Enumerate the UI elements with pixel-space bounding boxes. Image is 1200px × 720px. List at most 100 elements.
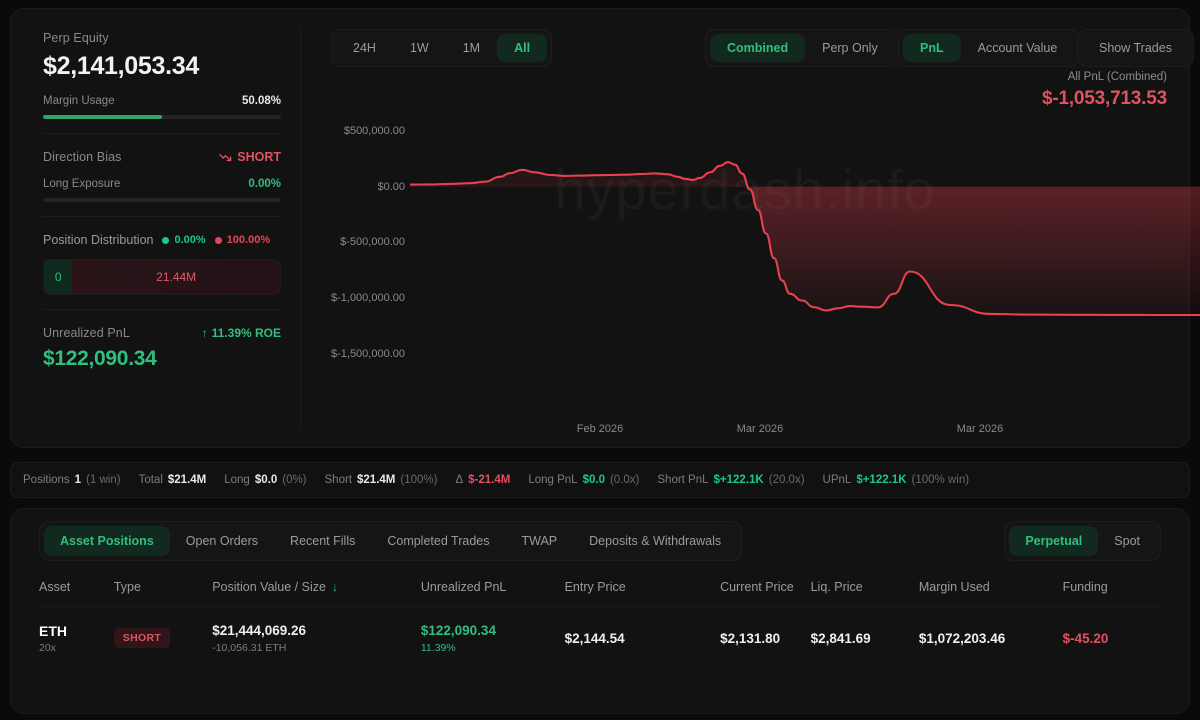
stat-label: Short [324, 474, 353, 486]
direction-bias-value: SHORT [219, 150, 281, 164]
arrow-up-icon: ↑ [201, 326, 208, 340]
tab-open-orders[interactable]: Open Orders [185, 534, 259, 548]
position-distribution-header: Position Distribution 0.00% 100.00% [43, 233, 281, 247]
y-axis-labels: $500,000.00 $0.00 $-500,000.00 $-1,000,000.… [315, 114, 405, 429]
long-exposure-bar [43, 198, 281, 202]
unrealized-pnl-value: $122,090.34 [43, 347, 157, 370]
plot-region: $500,000.00 $0.00 $-500,000.00 $-1,000,000.… [315, 114, 1200, 435]
stat-item: Total $21.4M [139, 474, 207, 486]
positions-panel: Asset Positions Open Orders Recent Fills Co… [10, 508, 1190, 714]
stat-sub: (100% win) [911, 474, 970, 486]
cell-type: SHORT [113, 628, 212, 648]
stat-item: Long PnL $0.0 (0.0x) [528, 474, 639, 486]
column-header-label: Margin Used [918, 579, 990, 594]
position-size: -10,056.31 ETH [212, 641, 287, 654]
tab-recent-fills[interactable]: Recent Fills [290, 534, 356, 548]
long-pct-text: 0.00% [174, 234, 206, 246]
column-header-position-value-size[interactable]: Position Value / Size ↓ [212, 580, 421, 594]
column-header-label: Type [113, 579, 141, 594]
column-header-liq-price[interactable]: Liq. Price [811, 580, 919, 594]
perp-equity-label: Perp Equity [43, 31, 109, 45]
mode-pill-group: Combined Perp Only [705, 29, 900, 67]
y-tick-label: $500,000.00 [343, 124, 405, 137]
stat-label: Positions [23, 474, 70, 486]
unrealized-pnl-pct: 11.39% [420, 641, 456, 654]
stat-item: Δ $-21.4M [455, 474, 510, 486]
direction-bias-text: SHORT [237, 150, 281, 164]
stat-value: 1 [74, 474, 82, 486]
timeframe-all[interactable]: All [497, 34, 548, 62]
status-badge: SHORT [113, 628, 171, 648]
mode-combined[interactable]: Combined [710, 34, 806, 62]
y-tick-label: $-1,000,000.00 [330, 292, 405, 305]
stat-sub: (100%) [400, 474, 438, 486]
unrealized-pnl-block: Unrealized PnL ↑ 11.39% ROE $122,090.34 [43, 326, 281, 385]
column-header-margin-used[interactable]: Margin Used [919, 580, 1063, 594]
stat-value: $-21.4M [468, 474, 511, 486]
tabs-row: Asset Positions Open Orders Recent Fills Co… [11, 509, 1189, 567]
column-header-label: Current Price [720, 579, 794, 594]
stat-value: $0.0 [254, 474, 278, 486]
perp-equity-block: Perp Equity $2,141,053.34 Margin Usage 5… [43, 31, 281, 133]
short-dot-icon [214, 236, 222, 244]
segment-perpetual[interactable]: Perpetual [1009, 526, 1099, 556]
stat-label: Long [224, 474, 250, 486]
tab-deposits-withdrawals[interactable]: Deposits & Withdrawals [589, 534, 722, 548]
timeframe-pill-group: 24H 1W 1M All [331, 29, 553, 67]
timeframe-1w[interactable]: 1W [409, 41, 429, 55]
divider [43, 216, 281, 217]
direction-bias-label: Direction Bias [43, 150, 122, 164]
stat-item: Short PnL $+122.1K (20.0x) [657, 474, 804, 486]
column-header-asset[interactable]: Asset [39, 580, 114, 594]
direction-bias-row: Direction Bias SHORT [43, 150, 281, 164]
positions-table: Asset Type Position Value / Size ↓ Unrealize… [11, 567, 1189, 669]
long-dot-icon [162, 236, 170, 244]
column-header-funding[interactable]: Funding [1063, 580, 1161, 594]
tab-asset-positions[interactable]: Asset Positions [44, 526, 170, 556]
short-pct-text: 100.00% [226, 234, 271, 246]
stat-sub: (0%) [282, 474, 307, 486]
x-tick-label: Mar 2026 [956, 423, 1004, 435]
stat-label: Δ [455, 474, 464, 486]
toggle-show-trades[interactable]: Show Trades [1099, 41, 1172, 55]
metric-account-value[interactable]: Account Value [977, 41, 1058, 55]
unrealized-pnl-header: Unrealized PnL ↑ 11.39% ROE [43, 326, 281, 340]
x-tick-label: Mar 2026 [736, 423, 784, 435]
metric-pnl[interactable]: PnL [903, 34, 961, 62]
stat-item: Short $21.4M (100%) [325, 474, 438, 486]
position-distribution-long-pct: 0.00% [162, 234, 206, 246]
cell-unrealized-pnl: $122,090.34 11.39% [421, 623, 565, 654]
column-header-entry-price[interactable]: Entry Price [565, 580, 721, 594]
column-header-current-price[interactable]: Current Price [720, 580, 811, 594]
column-header-label: Unrealized PnL [420, 579, 507, 594]
divider [43, 309, 281, 310]
column-header-type[interactable]: Type [114, 580, 212, 594]
tab-twap[interactable]: TWAP [521, 534, 558, 548]
stat-sub: (20.0x) [768, 474, 805, 486]
mode-perp-only[interactable]: Perp Only [822, 41, 878, 55]
margin-usage-bar [43, 115, 281, 119]
long-exposure-label: Long Exposure [43, 178, 121, 190]
table-body: ETH 20x SHORT $21,444,069.26 -10,056.31 ETH $… [39, 607, 1161, 669]
table-row[interactable]: ETH 20x SHORT $21,444,069.26 -10,056.31 ETH $… [39, 607, 1161, 669]
segment-spot[interactable]: Spot [1114, 534, 1140, 548]
chart-pnl-label: All PnL (Combined) [1067, 71, 1167, 83]
tab-completed-trades[interactable]: Completed Trades [387, 534, 490, 548]
stat-item: UPnL $+122.1K (100% win) [823, 474, 970, 486]
trend-down-icon [219, 153, 232, 161]
metrics-column: Perp Equity $2,141,053.34 Margin Usage 5… [11, 9, 301, 447]
stat-label: Long PnL [528, 474, 578, 486]
cell-position-value: $21,444,069.26 -10,056.31 ETH [212, 623, 421, 654]
column-header-unrealized-pnl[interactable]: Unrealized PnL [421, 580, 565, 594]
cell-funding: $-45.20 [1062, 630, 1109, 646]
asset-leverage: 20x [39, 641, 56, 654]
direction-bias-block: Direction Bias SHORT Long Exposure 0.00% [43, 150, 281, 216]
timeframe-24h[interactable]: 24H [353, 41, 376, 55]
long-exposure-value: 0.00% [248, 178, 281, 190]
positions-tabs: Asset Positions Open Orders Recent Fills Co… [39, 521, 743, 561]
long-exposure-row: Long Exposure 0.00% [43, 178, 281, 190]
stat-value: $+122.1K [713, 474, 764, 486]
timeframe-1m[interactable]: 1M [462, 41, 481, 55]
stat-value: $0.0 [582, 474, 605, 486]
margin-usage-value: 50.08% [241, 95, 281, 107]
